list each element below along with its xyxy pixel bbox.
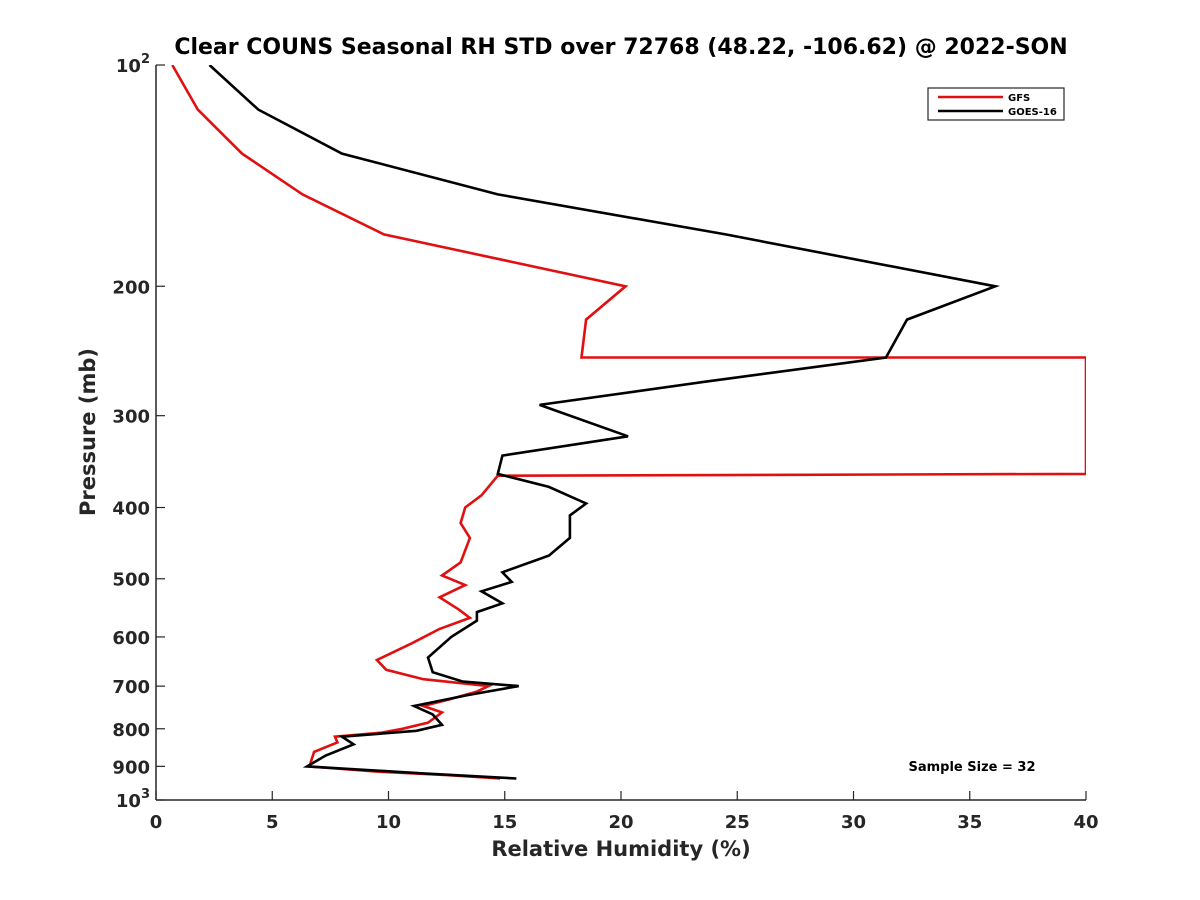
x-tick-label: 10 bbox=[376, 812, 401, 833]
legend-label-gfs: GFS bbox=[1008, 93, 1030, 104]
x-tick-label: 0 bbox=[150, 812, 163, 833]
x-tick-label: 20 bbox=[608, 812, 633, 833]
y-tick-label: 700 bbox=[112, 677, 150, 698]
legend-label-goes16: GOES-16 bbox=[1008, 107, 1057, 118]
plot-area: 0 5 10 15 20 25 30 35 40 102 200 300 400 500 600 700 80… bbox=[112, 52, 1098, 833]
x-ticks: 0 5 10 15 20 25 30 35 40 bbox=[150, 791, 1099, 833]
x-tick-label: 30 bbox=[841, 812, 866, 833]
chart-title: Clear COUNS Seasonal RH STD over 72768 (… bbox=[174, 35, 1067, 60]
y-ticks: 102 200 300 400 500 600 700 800 900 103 bbox=[112, 52, 165, 812]
y-tick-label: 500 bbox=[112, 570, 150, 591]
sample-size-annotation: Sample Size = 32 bbox=[908, 760, 1035, 775]
legend: GFS GOES-16 bbox=[927, 87, 1065, 121]
series-layer bbox=[171, 65, 1086, 780]
x-tick-label: 40 bbox=[1073, 812, 1098, 833]
y-tick-label: 600 bbox=[112, 628, 150, 649]
y-tick-label: 103 bbox=[116, 787, 150, 812]
y-tick-label: 102 bbox=[116, 52, 150, 77]
x-tick-label: 5 bbox=[266, 812, 279, 833]
x-tick-label: 35 bbox=[957, 812, 982, 833]
y-tick-label: 400 bbox=[112, 499, 150, 520]
legend-box bbox=[927, 87, 1065, 121]
y-tick-label: 800 bbox=[112, 720, 150, 741]
y-tick-label: 300 bbox=[112, 407, 150, 428]
y-axis-label: Pressure (mb) bbox=[76, 348, 100, 516]
y-tick-label: 900 bbox=[112, 757, 150, 778]
y-tick-label: 200 bbox=[112, 277, 150, 298]
x-tick-label: 25 bbox=[725, 812, 750, 833]
x-tick-label: 15 bbox=[492, 812, 517, 833]
x-axis-label: Relative Humidity (%) bbox=[491, 837, 750, 861]
series-line-goes16 bbox=[208, 65, 1001, 780]
